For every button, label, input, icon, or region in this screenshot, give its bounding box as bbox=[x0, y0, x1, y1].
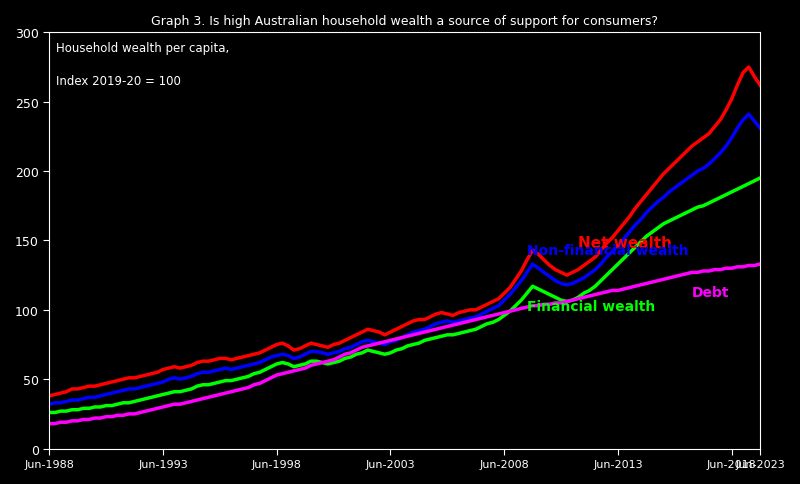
Text: Household wealth per capita,: Household wealth per capita, bbox=[56, 42, 230, 55]
Text: Financial wealth: Financial wealth bbox=[527, 299, 655, 313]
Title: Graph 3. Is high Australian household wealth a source of support for consumers?: Graph 3. Is high Australian household we… bbox=[151, 15, 658, 28]
Text: Net wealth: Net wealth bbox=[578, 236, 672, 251]
Text: Index 2019-20 = 100: Index 2019-20 = 100 bbox=[56, 75, 182, 88]
Text: Debt: Debt bbox=[692, 286, 730, 299]
Text: Non-financial wealth: Non-financial wealth bbox=[527, 244, 689, 258]
